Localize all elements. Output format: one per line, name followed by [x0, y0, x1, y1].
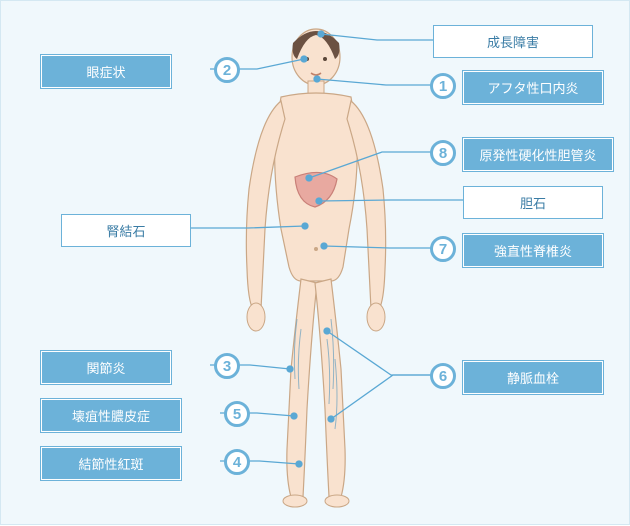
human-body-figure	[231, 19, 401, 509]
number-badge-3: 3	[214, 353, 240, 379]
label-pyoderma: 壊疽性膿皮症	[41, 399, 181, 432]
label-vein: 静脈血栓	[463, 361, 603, 394]
number-badge-2: 2	[214, 57, 240, 83]
diagram-canvas: 成長障害眼症状 2 アフタ性口内炎 1 原発性硬化性胆管炎 8 胆石腎結石強直性脊椎炎 7 関節…	[0, 0, 630, 525]
number-badge-6: 6	[430, 363, 456, 389]
number-badge-5: 5	[224, 401, 250, 427]
number-badge-8: 8	[430, 140, 456, 166]
label-kidney: 腎結石	[61, 214, 191, 247]
label-spine: 強直性脊椎炎	[463, 234, 603, 267]
label-aphtha: アフタ性口内炎	[463, 71, 603, 104]
number-badge-7: 7	[430, 236, 456, 262]
label-eye: 眼症状	[41, 55, 171, 88]
number-badge-4: 4	[224, 449, 250, 475]
label-erythema: 結節性紅斑	[41, 447, 181, 480]
label-psc: 原発性硬化性胆管炎	[463, 138, 613, 171]
number-badge-1: 1	[430, 73, 456, 99]
label-arth: 関節炎	[41, 351, 171, 384]
label-growth: 成長障害	[433, 25, 593, 58]
label-gall: 胆石	[463, 186, 603, 219]
